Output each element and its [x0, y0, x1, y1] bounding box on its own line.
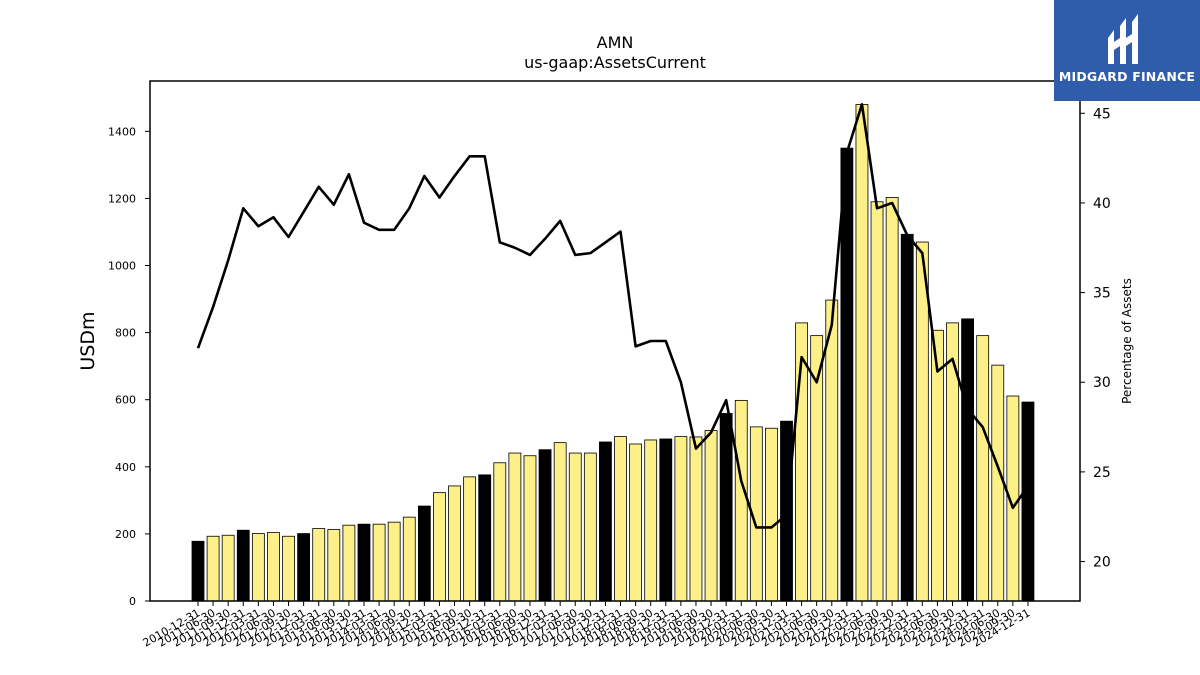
- y2-tick-label: 40: [1093, 196, 1111, 212]
- bar: [885, 197, 899, 602]
- line-series: [196, 103, 1030, 529]
- bar: [463, 476, 477, 602]
- bar: [644, 439, 658, 602]
- y-tick-label: 200: [115, 528, 136, 541]
- bar: [568, 452, 582, 602]
- bar: [583, 452, 597, 602]
- bar: [900, 233, 914, 602]
- bar: [357, 523, 371, 602]
- bar: [236, 529, 250, 602]
- bar: [433, 492, 446, 602]
- y2-tick-label: 30: [1093, 375, 1111, 391]
- bar: [206, 535, 220, 602]
- bar: [689, 436, 703, 602]
- bar: [327, 529, 341, 602]
- y2-tick-label: 35: [1093, 286, 1111, 302]
- chart-subtitle: us-gaap:AssetsCurrent: [524, 53, 706, 72]
- bar: [840, 147, 854, 602]
- bar: [267, 532, 280, 602]
- bar: [387, 521, 401, 602]
- bar: [946, 322, 959, 602]
- y2-axis-label: Percentage of Assets: [1120, 278, 1134, 404]
- y2-tick-label: 25: [1093, 465, 1111, 481]
- x-axis-ticks: 2010-12-312011-06-302011-09-302011-12-31…: [141, 601, 1032, 650]
- bar: [629, 443, 643, 602]
- bar: [553, 442, 567, 602]
- logo-text: MIDGARD FINANCE: [1058, 69, 1196, 84]
- bar: [659, 438, 673, 602]
- left-axis-ticks: 0 200 400 600 800 1000 1200 1400: [108, 125, 150, 608]
- bar: [493, 462, 507, 602]
- bar: [674, 436, 688, 602]
- bar: [704, 430, 718, 602]
- bar: [523, 455, 537, 602]
- y-tick-label: 1000: [108, 260, 136, 273]
- percentage-line: [196, 103, 1030, 529]
- y-axis-label: USDm: [77, 311, 99, 370]
- bar: [417, 505, 431, 602]
- bar: [312, 528, 326, 602]
- bar: [508, 452, 522, 602]
- bar: [765, 427, 778, 602]
- plot-frame: [149, 80, 1081, 602]
- bar: [191, 540, 205, 602]
- chart-title: AMN: [597, 33, 634, 52]
- bar: [734, 399, 748, 602]
- y-tick-label: 400: [115, 461, 136, 474]
- bar: [614, 436, 627, 602]
- bar: [342, 524, 356, 602]
- bar: [221, 534, 235, 602]
- bar: [251, 533, 265, 602]
- bar: [1021, 401, 1035, 602]
- y-tick-label: 800: [115, 327, 136, 340]
- bar: [372, 523, 386, 602]
- y2-tick-label: 20: [1093, 555, 1111, 571]
- bar: [402, 516, 416, 602]
- bar: [976, 335, 990, 602]
- y-tick-label: 600: [115, 394, 136, 407]
- bar: [599, 441, 612, 602]
- midgard-logo-icon: [1108, 14, 1138, 64]
- bar: [719, 413, 733, 602]
- bar: [297, 533, 311, 602]
- right-axis-ticks: 20 25 30 35 40 45: [1080, 106, 1111, 571]
- bar: [538, 449, 552, 602]
- bar: [961, 318, 974, 602]
- bar: [991, 364, 1005, 602]
- bar: [855, 104, 869, 602]
- bar: [282, 535, 295, 602]
- bar-series: [191, 104, 1035, 602]
- bar: [870, 201, 884, 602]
- y2-tick-label: 45: [1093, 106, 1111, 122]
- bar: [448, 485, 461, 602]
- y-tick-label: 1400: [108, 125, 136, 138]
- brand-logo: MIDGARD FINANCE: [1054, 0, 1200, 101]
- bar: [478, 474, 492, 602]
- y-tick-label: 1200: [108, 192, 136, 205]
- y-tick-label: 0: [129, 595, 136, 608]
